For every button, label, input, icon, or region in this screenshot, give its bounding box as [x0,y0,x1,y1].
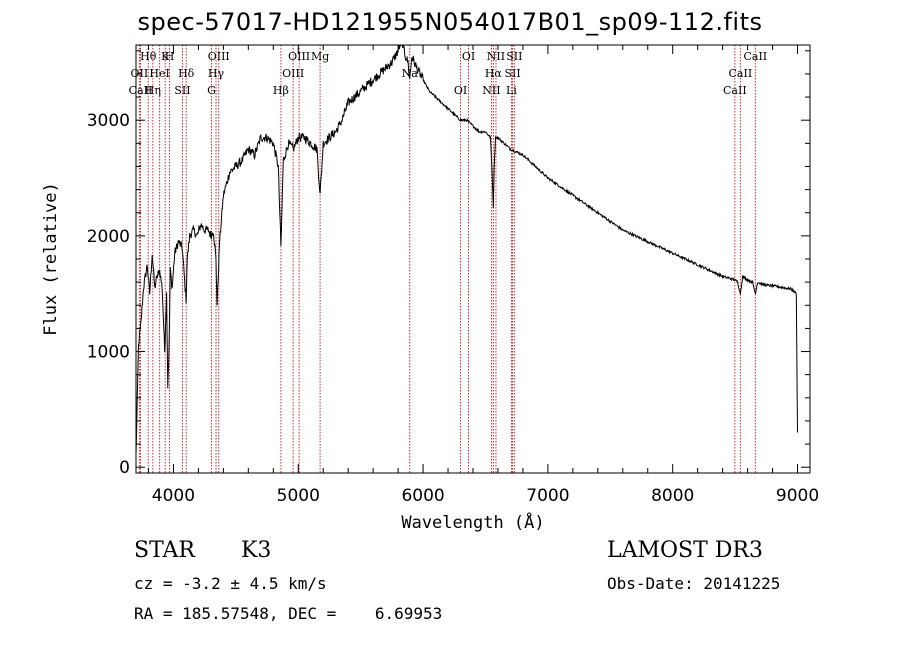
line-marker-label: Mg [311,50,329,63]
line-marker-label: Li [506,84,517,97]
line-marker-label: Hη [145,84,161,97]
line-marker-label: CaII [743,50,767,63]
observation-date: Obs-Date: 20141225 [607,574,781,593]
line-marker-label: NII [482,84,500,97]
line-marker-label: K [161,50,170,63]
x-tick-label: 4000 [152,486,195,506]
x-tick-label: 5000 [277,486,320,506]
y-tick-label: 3000 [87,111,130,131]
y-tick-label: 1000 [87,343,130,363]
line-marker-label: CaII [129,84,153,97]
x-axis-label: Wavelength (Å) [401,511,544,533]
x-tick-label: 7000 [526,486,569,506]
line-marker-label: NII [487,50,505,63]
line-marker-label: Hδ [178,67,195,80]
line-marker-label: Hβ [273,84,289,97]
line-marker-label: CaII [729,67,753,80]
line-marker-label: OIII [288,50,310,63]
line-marker-label: Hγ [208,67,225,80]
y-tick-label: 0 [119,458,130,478]
line-marker-label: SII [506,50,522,63]
line-markers [138,45,756,473]
line-marker-label: G [207,84,216,97]
line-marker-label: H [165,50,175,63]
object-class: STAR [134,538,195,563]
redshift-cz: cz = -3.2 ± 4.5 km/s [134,574,327,593]
line-marker-label: SII [174,84,190,97]
y-tick-label: 2000 [87,227,130,247]
line-marker-labels: HθOIICaIIKHeIHηHHδSIIOIIIHγGOIIIOIIIHβMg… [129,50,768,97]
line-marker-label: Hθ [140,50,157,63]
x-tick-label: 6000 [401,486,444,506]
line-marker-label: SII [504,67,520,80]
line-marker-label: HeI [149,67,169,80]
spectrum-line [136,45,798,455]
line-marker-label: CaII [723,84,747,97]
ra-dec-coordinates: RA = 185.57548, DEC = 6.69953 [134,604,443,623]
x-tick-label: 9000 [776,486,819,506]
line-marker-label: OIII [208,50,230,63]
spectrum-series [136,45,798,455]
y-axis-label: Flux (relative) [41,182,61,336]
line-marker-label: OI [454,84,467,97]
survey-name: LAMOST DR3 [607,538,763,563]
axes-frame [135,44,811,474]
object-subclass: K3 [241,538,272,563]
chart-title: spec-57017-HD121955N054017B01_sp09-112.f… [137,8,763,36]
x-tick-label: 8000 [651,486,694,506]
axis-ticks: 4000 5000 6000 7000 8000 9000 0 1000 2000 3000 [87,45,819,506]
plot-frame [135,44,811,474]
line-marker-label: OIII [282,67,304,80]
line-marker-label: OI [462,50,475,63]
line-marker-label: Hα [485,67,503,80]
